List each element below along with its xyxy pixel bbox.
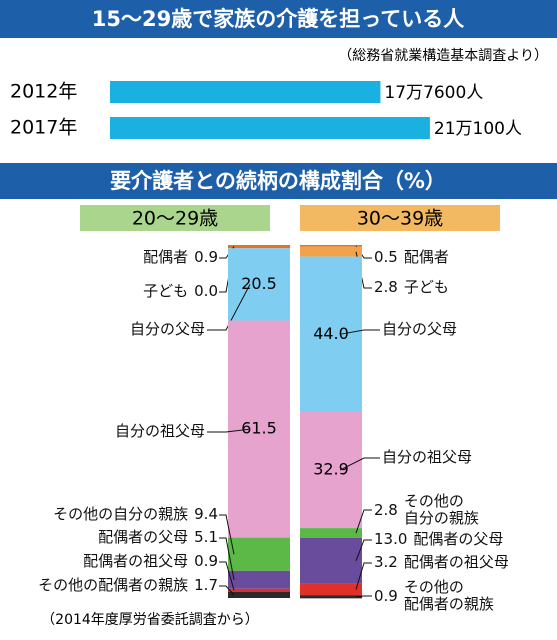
- leader-line: [219, 514, 235, 555]
- value-label: 20.5: [241, 274, 277, 293]
- segment-label: 配偶者の祖父母 0.9: [83, 553, 218, 570]
- segment-label: 自分の父母: [382, 321, 457, 338]
- value-label: 61.5: [241, 419, 277, 438]
- column-header: 20〜29歳: [132, 208, 218, 230]
- value-label: 32.9: [313, 460, 349, 479]
- value-label: 3.2: [374, 553, 398, 571]
- title-band: [0, 0, 557, 38]
- bar-segment: [228, 245, 290, 249]
- segment-label: 0.5 配偶者: [374, 249, 449, 266]
- subtitle: （総務省就業構造基本調査より）: [338, 47, 548, 64]
- column-header: 30〜39歳: [357, 208, 443, 230]
- chart-title: 15〜29歳で家族の介護を担っている人: [92, 7, 464, 31]
- value-label: 0.9: [194, 248, 218, 266]
- series-name: その他の自分の親族: [53, 505, 189, 523]
- bar-segment: [300, 245, 362, 247]
- value-label: 5.1: [194, 528, 218, 546]
- bar-segment: [228, 248, 290, 321]
- y-tick-label: 2017年: [10, 117, 77, 139]
- leader-line: [355, 509, 372, 534]
- value-label: 1.7: [194, 576, 218, 594]
- series-name: 子ども: [403, 278, 449, 296]
- leader-line: [339, 457, 380, 471]
- leader-line: [355, 595, 372, 598]
- segment-label: 2.8 子ども: [374, 279, 449, 296]
- value-label: 2.8: [374, 278, 398, 296]
- note: （2014年度厚労省委託調査から）: [41, 612, 259, 628]
- series-name: その他の配偶者の親族: [38, 576, 189, 594]
- series-name: 配偶者の祖父母: [83, 552, 189, 570]
- series-name: 配偶者の父母: [98, 528, 189, 546]
- leader-line: [355, 539, 372, 562]
- bar-segment: [300, 528, 362, 538]
- value-label: 21万100人: [434, 119, 522, 139]
- leader-line: [207, 284, 251, 331]
- segment-label: 子ども 0.0: [143, 283, 218, 300]
- segment-label: その他の配偶者の親族 1.7: [38, 577, 218, 594]
- bar: [110, 117, 430, 139]
- segment-label: 13.0 配偶者の父母: [374, 531, 503, 548]
- leader-line: [339, 329, 380, 335]
- series-name: 子ども: [143, 282, 189, 300]
- segment-label: 2.8 その他の 自分の親族: [374, 493, 479, 527]
- value-label: 9.4: [194, 505, 218, 523]
- bar-segment: [228, 537, 290, 571]
- bar-segment: [228, 588, 290, 592]
- segment-label: 自分の祖父母: [115, 423, 205, 440]
- leader-line: [207, 428, 251, 433]
- segment-label: 0.9 その他の 配偶者の親族: [374, 579, 494, 613]
- column-header-bg: [80, 205, 270, 231]
- bar-segment: [300, 537, 362, 584]
- title-band: [0, 163, 557, 199]
- bar-segment: [300, 256, 362, 412]
- bar-segment: [228, 570, 290, 589]
- y-tick-label: 2012年: [10, 81, 77, 103]
- value-label: 0.9: [194, 552, 218, 570]
- bar-segment: [300, 246, 362, 257]
- series-name: 配偶者: [143, 248, 189, 266]
- series-name: その他の 自分の親族: [403, 492, 479, 527]
- segment-label: 3.2 配偶者の祖父母: [374, 554, 509, 571]
- bar-segment: [228, 591, 290, 598]
- series-name: 配偶者の父母: [413, 530, 504, 548]
- bar-segment: [300, 595, 362, 599]
- value-label: 0.5: [374, 248, 398, 266]
- bar-segment: [300, 411, 362, 529]
- value-label: 0.9: [374, 586, 398, 605]
- series-name: 自分の父母: [382, 320, 458, 338]
- column-header-bg: [300, 205, 500, 231]
- series-name: 自分の父母: [129, 320, 205, 338]
- leader-line: [219, 561, 235, 591]
- value-label: 44.0: [313, 324, 349, 343]
- series-name: 自分の祖父母: [382, 448, 473, 466]
- segment-label: 自分の祖父母: [382, 449, 472, 466]
- leader-line: [219, 585, 235, 596]
- bar: [110, 81, 381, 103]
- value-label: 0.0: [194, 282, 218, 300]
- series-name: 配偶者: [403, 248, 449, 266]
- segment-label: 配偶者 0.9: [143, 249, 218, 266]
- segment-label: 配偶者の父母 5.1: [98, 529, 218, 546]
- series-name: その他の 配偶者の親族: [403, 578, 494, 613]
- series-name: 配偶者の祖父母: [403, 553, 509, 571]
- value-label: 2.8: [374, 500, 398, 519]
- value-label: 13.0: [374, 530, 408, 548]
- series-name: 自分の祖父母: [114, 422, 205, 440]
- segment-label: その他の自分の親族 9.4: [53, 506, 218, 523]
- value-label: 17万7600人: [384, 83, 483, 103]
- leader-line: [219, 537, 235, 580]
- segment-label: 自分の父母: [130, 321, 205, 338]
- bar-segment: [228, 320, 290, 538]
- bar-segment: [300, 583, 362, 596]
- chart-title: 要介護者との続柄の構成割合（%）: [110, 169, 446, 193]
- leader-line: [355, 562, 372, 590]
